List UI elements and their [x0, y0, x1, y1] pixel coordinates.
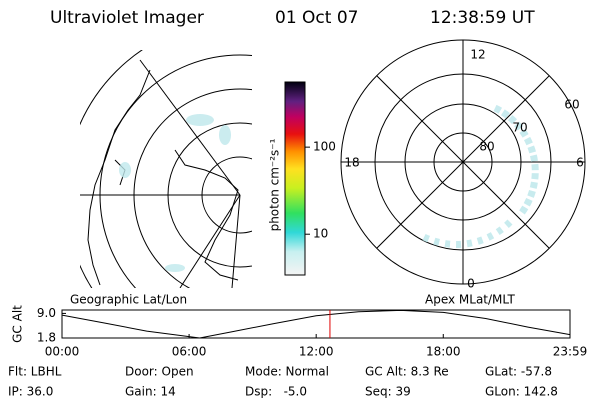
- mlt-label: 6: [576, 156, 584, 170]
- mlt-label: 0: [467, 277, 475, 291]
- x-tick-label: 18:00: [426, 345, 461, 359]
- polar-grid: [340, 39, 586, 285]
- lat-label: 80: [479, 140, 494, 154]
- info-field: GLat: -57.8: [485, 365, 552, 379]
- plot-frame: [61, 309, 571, 339]
- colorbar-label: photon cm⁻²s⁻¹: [268, 138, 282, 231]
- altitude-line: [61, 309, 571, 339]
- aurora: [418, 104, 539, 248]
- info-field: GC Alt: 8.3 Re: [365, 365, 449, 379]
- info-field: GLon: 142.8: [485, 385, 558, 399]
- info-field: Dsp: -5.0: [245, 385, 307, 399]
- lat-label: 60: [564, 98, 579, 112]
- x-tick-label: 12:00: [299, 345, 334, 359]
- lat-label: 70: [512, 121, 527, 135]
- info-field: Gain: 14: [125, 385, 176, 399]
- y-tick-label: 9.0: [37, 306, 56, 320]
- time: 12:38:59 UT: [430, 8, 535, 28]
- date: 01 Oct 07: [275, 8, 358, 28]
- info-field: Door: Open: [125, 365, 194, 379]
- info-field: Mode: Normal: [245, 365, 329, 379]
- geographic-map: [80, 50, 252, 288]
- info-field: Flt: LBHL: [8, 365, 62, 379]
- title: Ultraviolet Imager: [50, 8, 204, 28]
- colorbar: [284, 81, 306, 276]
- info-field: Seq: 39: [365, 385, 411, 399]
- x-tick-label: 00:00: [45, 345, 80, 359]
- mlt-label: 18: [344, 156, 359, 170]
- mlt-label: 12: [470, 48, 485, 62]
- panel-label: Apex MLat/MLT: [425, 293, 515, 307]
- x-tick-label: 06:00: [172, 345, 207, 359]
- panel-label: Geographic Lat/Lon: [70, 293, 187, 307]
- y-tick-label: 1.8: [37, 331, 56, 345]
- info-field: IP: 36.0: [8, 385, 53, 399]
- colorbar-tick-label: 100: [313, 140, 336, 154]
- y-axis-label: GC Alt: [11, 305, 25, 343]
- x-tick-label: 23:59: [553, 345, 588, 359]
- colorbar-tick-label: 10: [313, 227, 328, 241]
